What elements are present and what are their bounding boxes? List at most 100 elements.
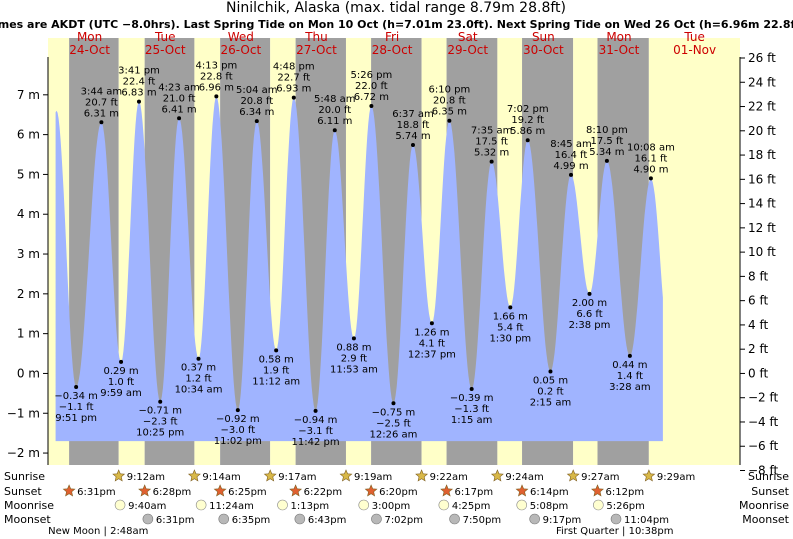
day-name-label: Mon bbox=[77, 30, 102, 44]
tide-point bbox=[548, 369, 553, 374]
right-tick-label: 6 ft bbox=[748, 294, 768, 308]
tide-point bbox=[429, 321, 434, 326]
tide-meters-label: 6.41 m bbox=[161, 104, 196, 115]
moonrise-time-label: 1:13pm bbox=[291, 501, 330, 512]
tide-meters-label: 0.05 m bbox=[533, 375, 568, 386]
chart-title: Ninilchik, Alaska (max. tidal range 8.79… bbox=[226, 0, 566, 16]
sunset-row-label-right: Sunset bbox=[751, 485, 789, 498]
tide-time-label: 2:15 am bbox=[530, 397, 572, 408]
tide-point bbox=[158, 399, 163, 404]
tide-point bbox=[447, 118, 452, 123]
sunrise-time-label: 9:12am bbox=[127, 472, 165, 483]
day-name-label: Thu bbox=[304, 30, 328, 44]
moonset-icon bbox=[529, 513, 540, 525]
tide-feet-label: 17.5 ft bbox=[591, 136, 624, 147]
tide-time-label: 10:25 pm bbox=[136, 428, 184, 439]
right-tick-label: 0 ft bbox=[748, 366, 768, 380]
tide-feet-label: 22.8 ft bbox=[200, 71, 233, 82]
tide-point bbox=[74, 384, 79, 389]
day-name-label: Tue bbox=[154, 30, 176, 44]
tide-meters-label: 5.74 m bbox=[395, 131, 430, 142]
tide-point bbox=[587, 291, 592, 296]
day-date-label: 29-Oct bbox=[447, 43, 488, 57]
sunset-time-label: 6:17pm bbox=[455, 487, 494, 498]
tide-time-label: 4:23 am bbox=[158, 82, 200, 93]
tide-meters-label: 4.99 m bbox=[553, 161, 588, 172]
tide-point bbox=[313, 408, 318, 413]
tide-meters-label: 4.90 m bbox=[633, 164, 668, 175]
moonrise-time-label: 9:40am bbox=[128, 501, 166, 512]
tide-meters-label: 2.00 m bbox=[572, 298, 607, 309]
tide-point bbox=[332, 128, 337, 133]
tide-point bbox=[568, 172, 573, 177]
tide-point bbox=[177, 116, 182, 121]
tide-feet-label: 20.8 ft bbox=[433, 96, 466, 107]
moonset-row-label-right: Moonset bbox=[742, 513, 789, 526]
left-tick-label: −2 m bbox=[7, 446, 40, 460]
sunset-time-label: 6:12pm bbox=[606, 487, 645, 498]
tide-feet-label: 16.4 ft bbox=[555, 150, 588, 161]
tide-time-label: 9:51 pm bbox=[55, 413, 97, 424]
tide-point bbox=[369, 103, 374, 108]
tide-feet-label: 1.0 ft bbox=[108, 377, 134, 388]
sunset-time-label: 6:25pm bbox=[228, 487, 267, 498]
tide-feet-label: 19.2 ft bbox=[511, 115, 544, 126]
sunrise-icon bbox=[112, 469, 126, 482]
tide-point bbox=[410, 142, 415, 147]
tide-time-label: 5:48 am bbox=[314, 94, 356, 105]
day-date-label: 01-Nov bbox=[673, 43, 716, 57]
day-name-label: Tue bbox=[683, 30, 705, 44]
tide-time-label: 4:48 pm bbox=[273, 62, 315, 73]
moonset-time-label: 7:50pm bbox=[463, 515, 502, 526]
tide-feet-label: 22.4 ft bbox=[123, 77, 156, 88]
tide-feet-label: −2.3 ft bbox=[143, 417, 178, 428]
sunrise-icon bbox=[339, 469, 353, 482]
axes: −2 m −1 m 0 m 1 m 2 m 3 m 4 m 5 m 6 m 7 m −8 ft −6 … bbox=[7, 51, 779, 478]
moonrise-time-label: 4:25pm bbox=[452, 501, 491, 512]
right-tick-label: 18 ft bbox=[748, 148, 776, 162]
tide-time-label: 9:59 am bbox=[100, 388, 142, 399]
right-tick-label: 22 ft bbox=[748, 100, 776, 114]
tide-meters-label: 6.72 m bbox=[354, 92, 389, 103]
tide-feet-label: 1.9 ft bbox=[263, 365, 289, 376]
tide-water-area bbox=[55, 96, 663, 442]
moon-phase-label: First Quarter | 10:38pm bbox=[556, 526, 674, 537]
tide-feet-label: 22.7 ft bbox=[277, 73, 310, 84]
tide-time-label: 8:10 pm bbox=[586, 125, 628, 136]
tide-feet-label: 5.4 ft bbox=[497, 322, 523, 333]
left-tick-label: 0 m bbox=[17, 366, 40, 380]
tide-meters-label: 0.44 m bbox=[612, 360, 647, 371]
tide-meters-label: 0.58 m bbox=[259, 354, 294, 365]
tide-time-label: 2:38 pm bbox=[569, 320, 611, 331]
tide-meters-label: 0.29 m bbox=[103, 366, 138, 377]
moonset-time-label: 6:43pm bbox=[308, 515, 347, 526]
moonrise-icon bbox=[277, 499, 288, 511]
right-tick-label: 10 ft bbox=[748, 245, 776, 259]
moonset-time-label: 11:04pm bbox=[624, 515, 669, 526]
tide-meters-label: −0.75 m bbox=[372, 407, 416, 418]
tide-time-label: 4:13 pm bbox=[195, 60, 237, 71]
sunset-time-label: 6:22pm bbox=[304, 487, 343, 498]
tide-feet-label: −3.0 ft bbox=[220, 425, 255, 436]
sunset-row-label-left: Sunset bbox=[4, 485, 42, 498]
sunrise-time-label: 9:17am bbox=[278, 472, 316, 483]
moonrise-icon bbox=[195, 499, 207, 511]
sunrise-time-label: 9:29am bbox=[657, 472, 695, 483]
tide-feet-label: 20.7 ft bbox=[85, 97, 118, 108]
tide-meters-label: 0.37 m bbox=[181, 363, 216, 374]
moonset-icon bbox=[294, 513, 306, 525]
left-tick-label: 6 m bbox=[17, 128, 40, 142]
left-tick-label: 2 m bbox=[17, 287, 40, 301]
moonset-icon bbox=[142, 513, 154, 525]
tide-meters-label: −0.34 m bbox=[54, 391, 98, 402]
tide-feet-label: 2.9 ft bbox=[341, 353, 367, 364]
moonrise-row-label-left: Moonrise bbox=[4, 499, 54, 512]
moonset-icon bbox=[610, 513, 622, 525]
sunset-icon bbox=[364, 484, 378, 497]
right-tick-label: 20 ft bbox=[748, 124, 776, 138]
sun-moon-rows: Sunrise Sunrise 9:12am 9:14am 9:17am 9:19am 9:… bbox=[4, 469, 790, 537]
right-tick-label: −2 ft bbox=[748, 391, 779, 405]
day-date-label: 27-Oct bbox=[296, 43, 337, 57]
right-tick-label: 16 ft bbox=[748, 172, 776, 186]
moonset-icon bbox=[218, 513, 230, 525]
